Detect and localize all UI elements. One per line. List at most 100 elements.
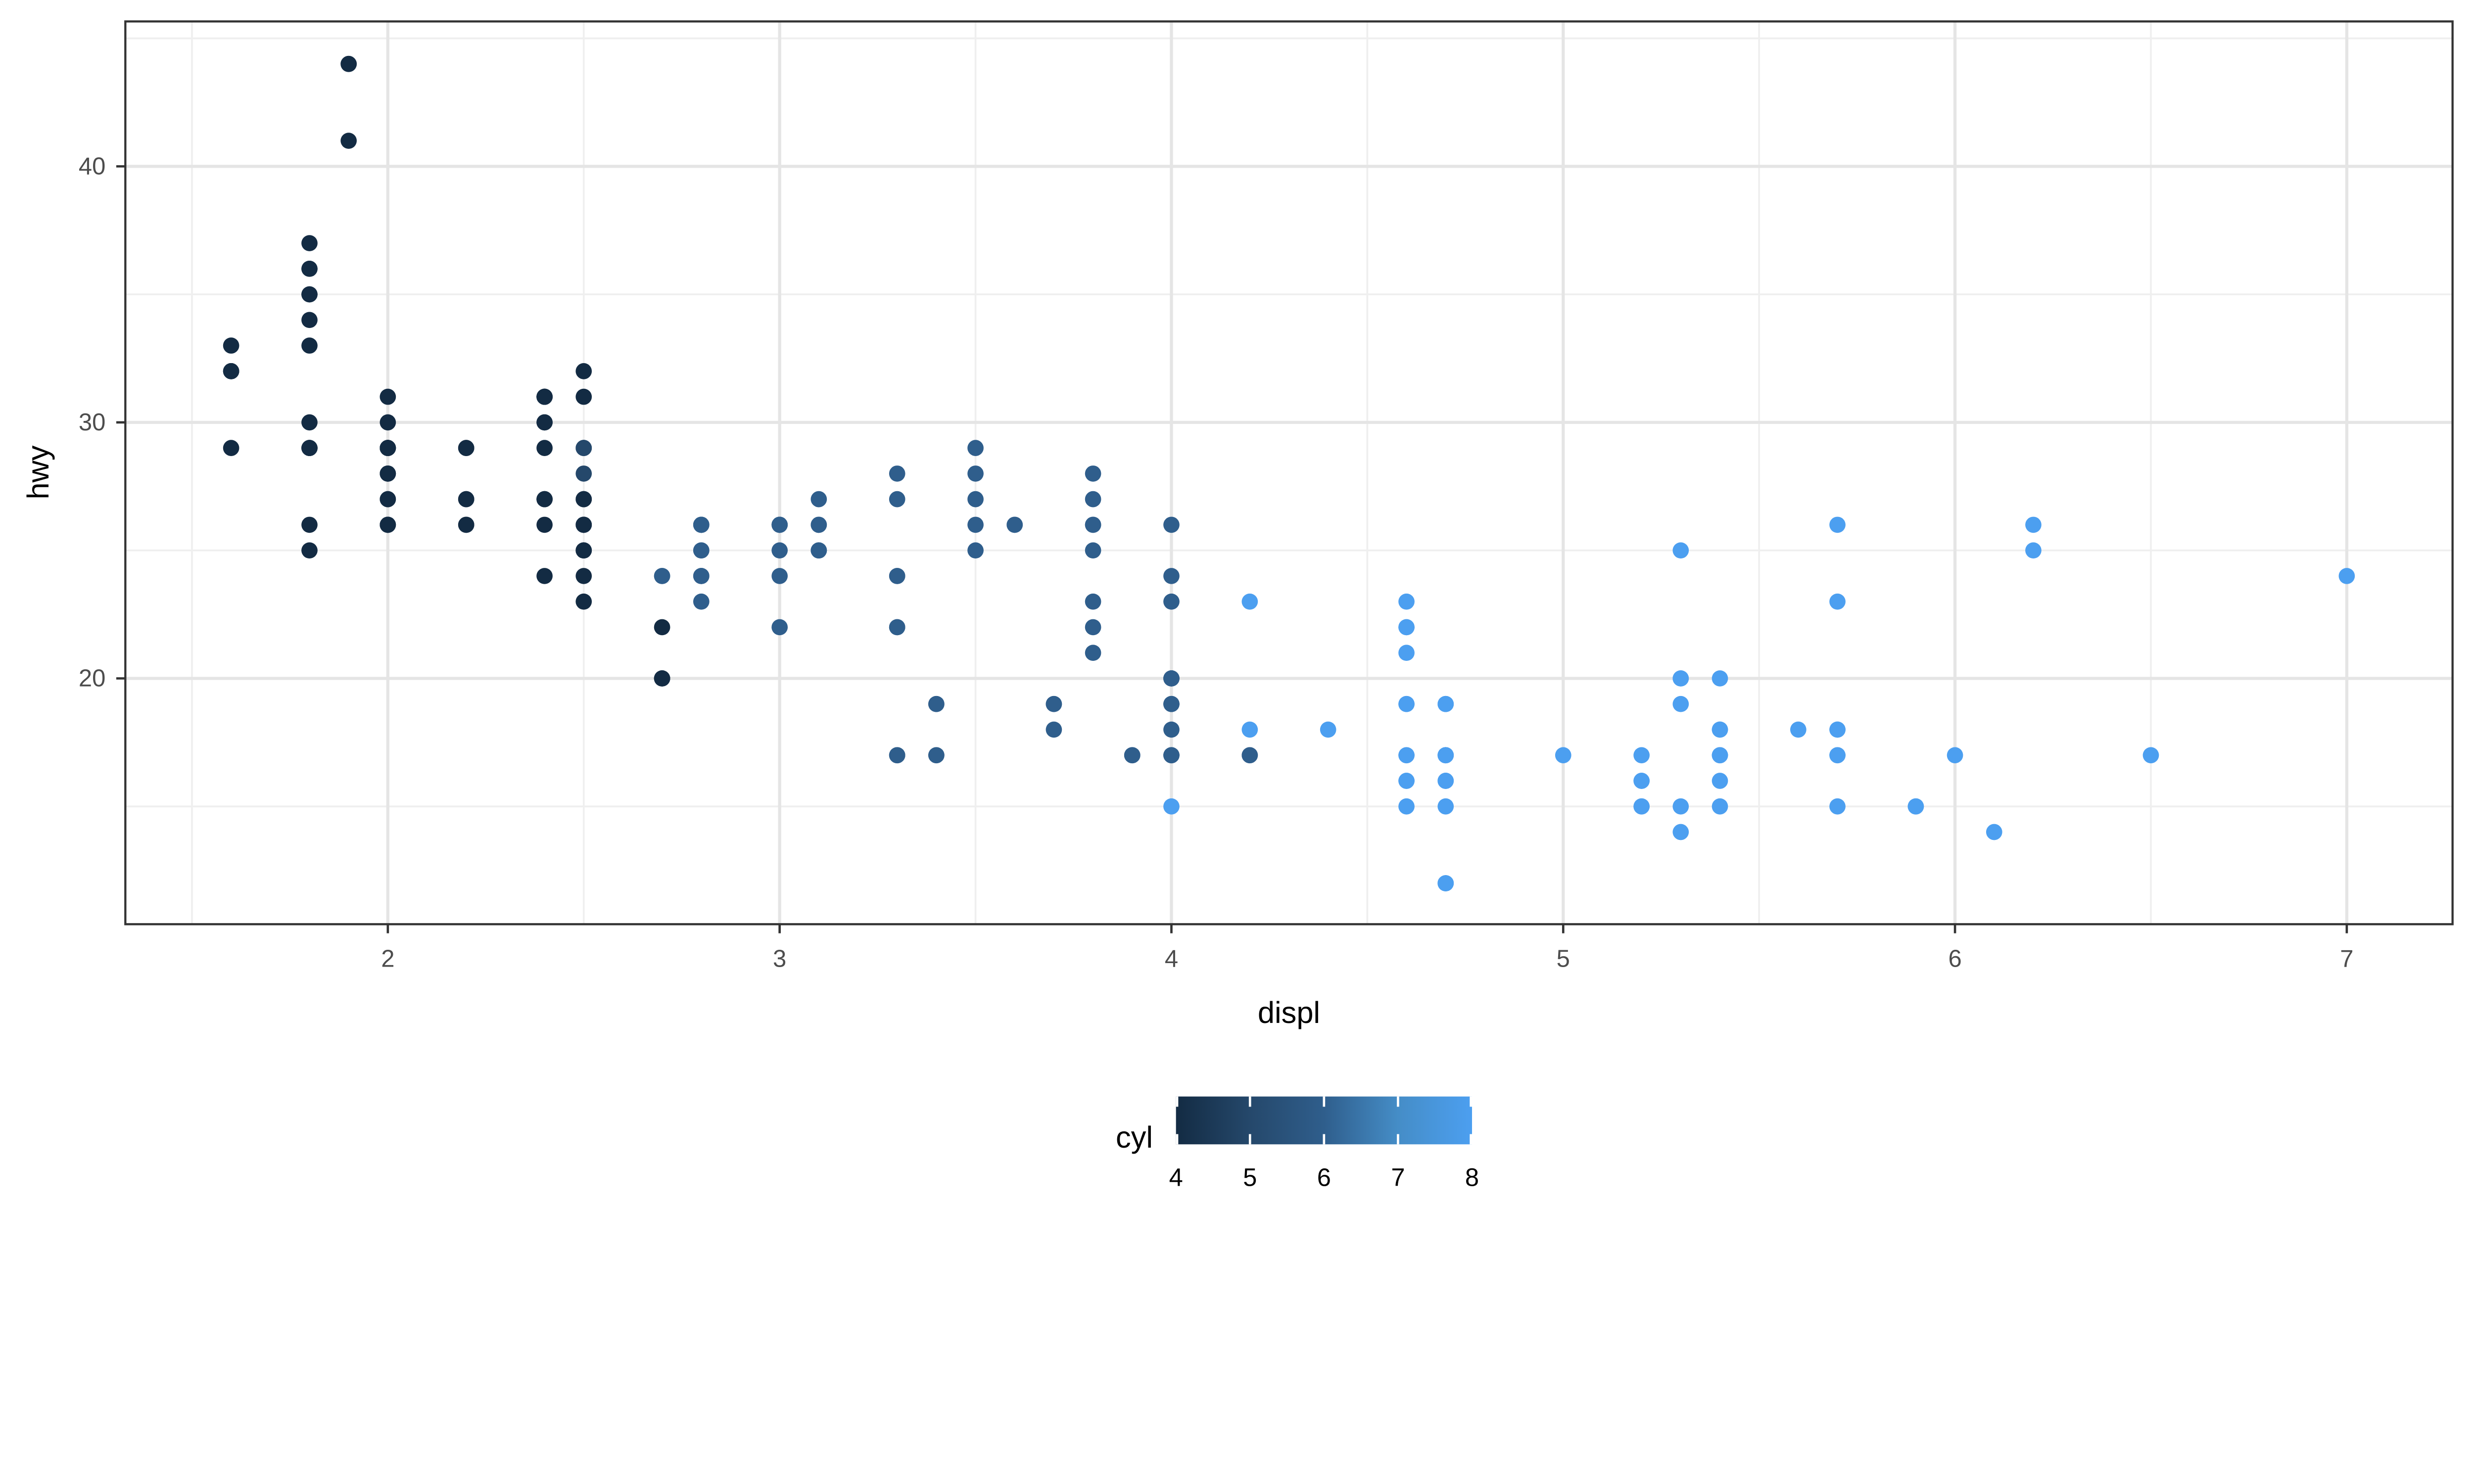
data-point (771, 542, 788, 558)
data-point (889, 568, 905, 584)
x-tick-label: 3 (773, 945, 786, 972)
data-point (536, 440, 553, 456)
data-point (1712, 747, 1728, 764)
legend-title: cyl (1116, 1120, 1153, 1154)
data-point (1437, 875, 1454, 891)
data-point (1829, 593, 1846, 610)
panel-background (125, 21, 2453, 925)
data-point (654, 568, 670, 584)
data-point (1085, 465, 1101, 482)
data-point (380, 465, 396, 482)
data-point (928, 696, 945, 712)
data-point (575, 440, 592, 456)
data-point (654, 619, 670, 636)
data-point (810, 516, 827, 533)
data-point (654, 670, 670, 687)
colorbar-tick-labels: 4 5 6 7 8 (1169, 1163, 1479, 1192)
data-point (1241, 721, 1258, 738)
data-point (1907, 798, 1924, 815)
data-point (2025, 542, 2042, 558)
data-point (1046, 721, 1062, 738)
data-point (1712, 798, 1728, 815)
data-point (928, 747, 945, 764)
data-point (380, 414, 396, 431)
data-point (536, 414, 553, 431)
data-point (301, 261, 318, 277)
axis-tick-labels: 2 3 4 5 6 7 20 30 40 (79, 153, 2354, 972)
data-point (1790, 721, 1807, 738)
data-point (1672, 542, 1689, 558)
data-point (2142, 747, 2159, 764)
data-point (575, 491, 592, 508)
data-point (1085, 516, 1101, 533)
data-point (1163, 670, 1180, 687)
colorbar-tick-label: 4 (1169, 1163, 1183, 1192)
data-point (967, 465, 984, 482)
data-point (223, 440, 239, 456)
data-point (1163, 568, 1180, 584)
data-point (693, 516, 710, 533)
data-point (889, 465, 905, 482)
x-tick-label: 5 (1557, 945, 1570, 972)
data-point (575, 388, 592, 405)
data-point (1241, 593, 1258, 610)
x-tick-label: 7 (2340, 945, 2353, 972)
data-point (1712, 721, 1728, 738)
data-point (967, 516, 984, 533)
data-point (380, 516, 396, 533)
data-point (1006, 516, 1023, 533)
colorbar-tick-label: 6 (1317, 1163, 1331, 1192)
data-point (810, 491, 827, 508)
y-tick-label: 20 (79, 665, 106, 692)
data-point (693, 568, 710, 584)
data-point (1124, 747, 1141, 764)
data-point (967, 440, 984, 456)
data-point (1085, 593, 1101, 610)
data-point (1046, 696, 1062, 712)
data-point (1320, 721, 1336, 738)
data-point (1398, 593, 1415, 610)
data-point (223, 337, 239, 354)
data-point (1398, 645, 1415, 661)
data-point (380, 388, 396, 405)
scatter-plot-svg: 2 3 4 5 6 7 20 30 40 displ hwy cyl 4 5 6 7 8 (21, 20, 2454, 1192)
data-point (1829, 721, 1846, 738)
data-point (1398, 696, 1415, 712)
data-point (301, 337, 318, 354)
data-point (1241, 747, 1258, 764)
data-point (1672, 670, 1689, 687)
data-point (1085, 645, 1101, 661)
data-point (575, 363, 592, 379)
x-axis-title: displ (1258, 995, 1320, 1029)
data-point (301, 312, 318, 328)
data-point (1163, 747, 1180, 764)
data-point (1398, 619, 1415, 636)
data-point (301, 542, 318, 558)
data-point (1633, 773, 1650, 789)
figure-root: 2 3 4 5 6 7 20 30 40 displ hwy cyl 4 5 6 7 8 (21, 20, 2454, 1192)
data-point (1555, 747, 1571, 764)
data-point (575, 516, 592, 533)
data-point (1633, 798, 1650, 815)
data-point (1672, 824, 1689, 840)
data-point (1398, 773, 1415, 789)
data-point (536, 388, 553, 405)
data-point (301, 414, 318, 431)
data-point (1085, 542, 1101, 558)
data-point (1672, 696, 1689, 712)
data-point (1829, 798, 1846, 815)
data-point (301, 440, 318, 456)
data-point (458, 440, 475, 456)
data-point (693, 542, 710, 558)
data-point (536, 516, 553, 533)
data-point (889, 491, 905, 508)
minor-gridlines (125, 21, 2453, 925)
data-point (1398, 798, 1415, 815)
data-point (301, 286, 318, 303)
data-point (1829, 747, 1846, 764)
data-point (458, 516, 475, 533)
data-point (771, 516, 788, 533)
data-point (575, 542, 592, 558)
points-layer (223, 55, 2355, 891)
data-point (1829, 516, 1846, 533)
